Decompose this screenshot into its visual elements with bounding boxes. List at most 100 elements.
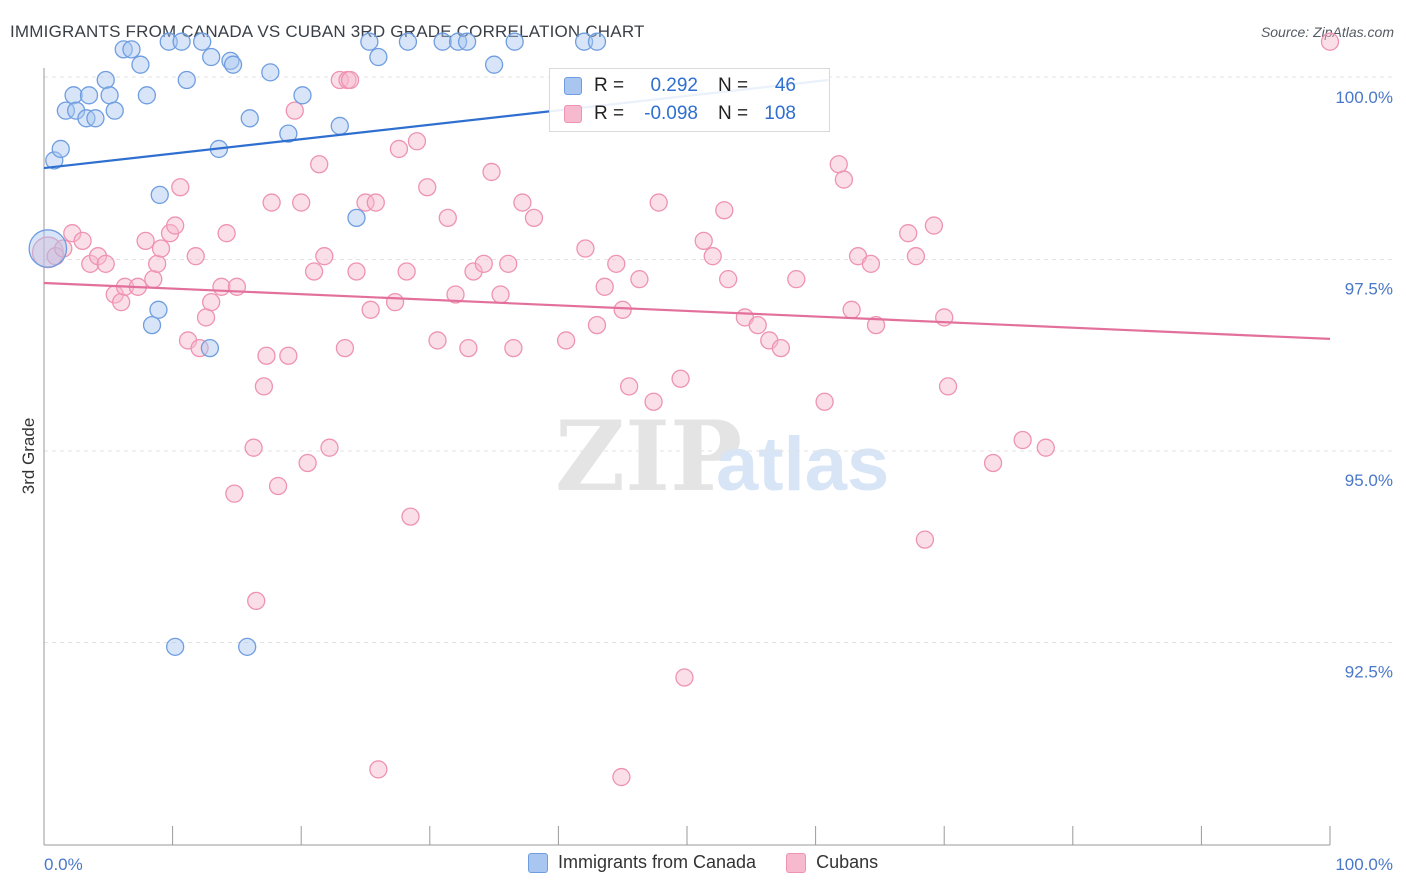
canada-point <box>240 109 259 128</box>
cuban-point <box>719 270 738 289</box>
canada-point <box>114 40 133 59</box>
cuban-point <box>225 484 244 503</box>
series-swatch-canada <box>528 852 548 873</box>
cuban-point <box>227 277 247 296</box>
canada-point <box>137 86 157 105</box>
cubans-series <box>31 32 1340 787</box>
canada-point <box>86 109 105 128</box>
canada-point <box>369 47 388 67</box>
cuban-point <box>244 438 263 457</box>
legend-n-value: 108 <box>764 103 796 124</box>
cuban-point <box>866 315 886 335</box>
cuban-point <box>73 231 92 251</box>
canada-series <box>28 32 607 656</box>
canada-point <box>28 229 68 268</box>
canada-point <box>360 32 379 51</box>
cuban-point <box>247 591 266 611</box>
cuban-point <box>298 453 317 473</box>
cuban-point <box>385 292 405 312</box>
x-tick-label-0: 0.0% <box>44 855 83 874</box>
canada-point <box>347 208 366 228</box>
canada-point <box>105 101 124 120</box>
cuban-point <box>407 132 427 151</box>
cuban-point <box>292 193 311 212</box>
cuban-point <box>369 760 388 779</box>
series-legend-canada[interactable]: Immigrants from Canada <box>528 852 756 873</box>
canada-point <box>150 185 169 205</box>
series-label-canada: Immigrants from Canada <box>558 852 757 872</box>
cuban-point <box>576 239 595 258</box>
cuban-point <box>464 262 483 281</box>
cuban-point <box>491 285 510 304</box>
cuban-point <box>504 338 523 358</box>
canada-point <box>587 32 607 51</box>
canada-point <box>79 86 99 105</box>
cuban-point <box>671 369 690 388</box>
canada-point <box>330 116 349 136</box>
cuban-point <box>330 70 349 90</box>
cuban-point <box>151 239 171 258</box>
cuban-point <box>96 254 115 273</box>
cuban-point <box>418 178 437 197</box>
cuban-point <box>254 377 274 396</box>
cuban-point <box>815 392 834 411</box>
cuban-point <box>217 224 236 243</box>
canada-point <box>505 32 524 51</box>
cuban-point <box>675 668 694 687</box>
cuban-point <box>112 292 131 312</box>
cuban-point <box>166 216 185 235</box>
source-label: Source: ZipAtlas.com <box>1260 24 1394 40</box>
y-tick-label: 100.0% <box>1335 88 1393 107</box>
cuban-point <box>361 300 380 319</box>
cuban-point <box>310 155 329 174</box>
cuban-point <box>771 338 791 358</box>
x-ticks <box>43 826 1331 845</box>
series-legend-cubans[interactable]: Cubans <box>786 852 878 873</box>
cuban-point <box>320 438 339 457</box>
series-swatch-cubans <box>786 852 807 873</box>
legend-swatch-cubans <box>564 105 582 123</box>
canada-point <box>149 300 168 319</box>
canada-point <box>51 139 70 159</box>
y-tick-label: 95.0% <box>1345 471 1393 490</box>
canada-point <box>64 86 83 105</box>
x-tick-label-100: 100.0% <box>1335 855 1393 874</box>
cuban-point <box>46 247 65 266</box>
cuban-point <box>499 254 518 273</box>
cuban-point <box>715 201 734 220</box>
cuban-point <box>748 315 767 335</box>
chart-title: IMMIGRANTS FROM CANADA VS CUBAN 3RD GRAD… <box>10 22 645 41</box>
stats-legend: R = 0.292 N = 46 R = -0.098 N = 108 <box>549 68 830 132</box>
cuban-point <box>81 254 100 273</box>
cuban-point <box>186 247 205 266</box>
cuban-point <box>401 507 420 526</box>
cuban-point <box>202 292 221 312</box>
watermark-zip: ZIP <box>555 400 742 513</box>
cuban-point <box>630 270 649 289</box>
cuban-point <box>397 262 416 281</box>
canada-point <box>279 124 298 143</box>
canada-point <box>56 101 76 120</box>
y-tick-label: 97.5% <box>1345 280 1393 299</box>
cuban-point <box>144 270 163 289</box>
legend-n-label: N = <box>718 75 749 96</box>
cuban-point <box>513 193 532 212</box>
legend-row-cubans: R = -0.098 N = 108 <box>564 102 796 126</box>
legend-r-value: 0.292 <box>650 75 698 96</box>
cuban-point <box>834 170 854 189</box>
legend-r-label: R = <box>594 75 625 96</box>
cuban-point <box>257 346 276 365</box>
cuban-point <box>649 193 668 212</box>
canada-point <box>100 86 119 105</box>
cuban-point <box>136 231 155 251</box>
canada-point <box>142 315 162 335</box>
canada-point <box>261 63 280 82</box>
series-label-cubans: Cubans <box>816 852 879 872</box>
cuban-point <box>595 277 614 296</box>
canada-point <box>172 32 191 51</box>
canada-point <box>45 151 64 170</box>
cuban-point <box>607 254 626 273</box>
cuban-point <box>787 270 806 289</box>
cuban-point <box>474 254 493 273</box>
